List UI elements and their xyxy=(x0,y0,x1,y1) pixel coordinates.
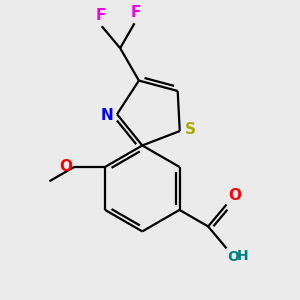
Text: O: O xyxy=(228,188,241,203)
Text: S: S xyxy=(184,122,196,137)
Text: O: O xyxy=(228,250,239,264)
Text: O: O xyxy=(59,159,73,174)
Text: F: F xyxy=(130,5,141,20)
Text: H: H xyxy=(237,249,249,263)
Text: N: N xyxy=(100,108,113,123)
Text: F: F xyxy=(95,8,106,23)
